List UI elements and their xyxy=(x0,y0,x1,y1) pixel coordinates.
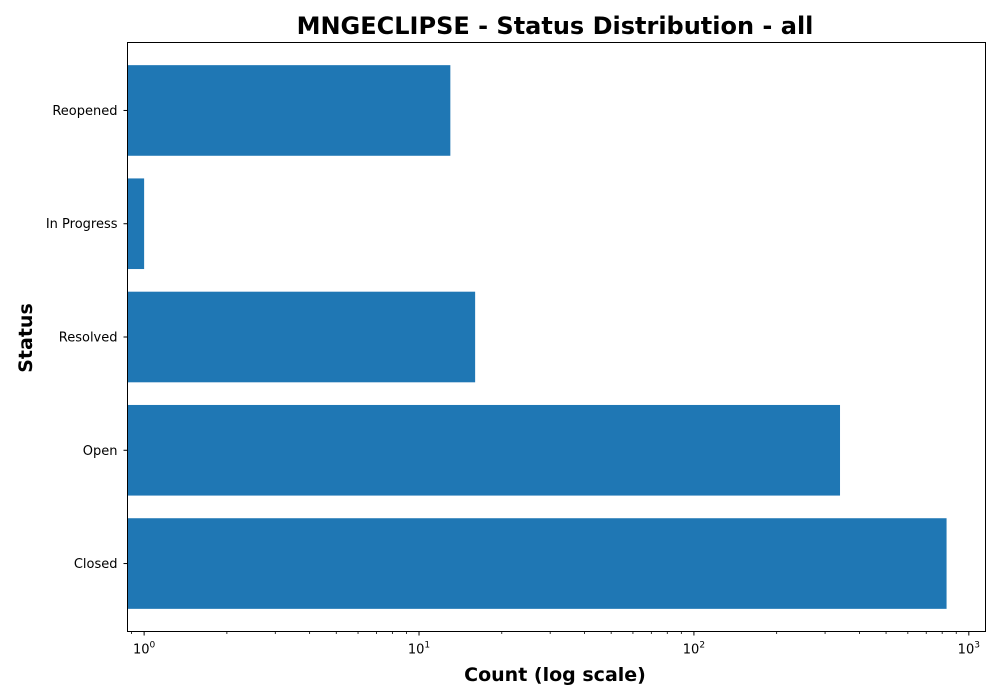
bar-reopened xyxy=(127,65,451,156)
x-tick-label: 100 xyxy=(133,641,156,658)
x-tick-label-exponent: 2 xyxy=(699,641,705,651)
y-tick-label-in-progress: In Progress xyxy=(46,217,118,232)
bar-open xyxy=(127,404,841,496)
x-tick-label: 103 xyxy=(958,641,980,658)
y-tick-label-open: Open xyxy=(83,444,118,459)
bar-closed xyxy=(127,518,947,609)
x-tick-label: 102 xyxy=(683,641,705,658)
x-tick-label: 101 xyxy=(408,641,430,658)
x-tick-label-exponent: 0 xyxy=(150,641,156,651)
y-tick-label-closed: Closed xyxy=(74,557,118,572)
x-axis-label: Count (log scale) xyxy=(464,664,646,686)
x-tick-label-base: 10 xyxy=(408,643,425,658)
plot-frame xyxy=(127,42,986,632)
bar-in-progress xyxy=(127,178,145,270)
y-tick-label-resolved: Resolved xyxy=(59,331,118,346)
x-tick-label-exponent: 3 xyxy=(974,641,980,651)
chart-title: MNGECLIPSE - Status Distribution - all xyxy=(297,12,814,40)
x-tick-label-exponent: 1 xyxy=(424,641,430,651)
bars-layer xyxy=(127,65,947,609)
x-tick-label-base: 10 xyxy=(133,643,150,658)
x-tick-label-base: 10 xyxy=(958,643,975,658)
x-tick-label-base: 10 xyxy=(683,643,700,658)
y-tick-label-reopened: Reopened xyxy=(52,104,117,119)
bar-resolved xyxy=(127,291,476,383)
y-axis-label: Status xyxy=(15,303,37,373)
